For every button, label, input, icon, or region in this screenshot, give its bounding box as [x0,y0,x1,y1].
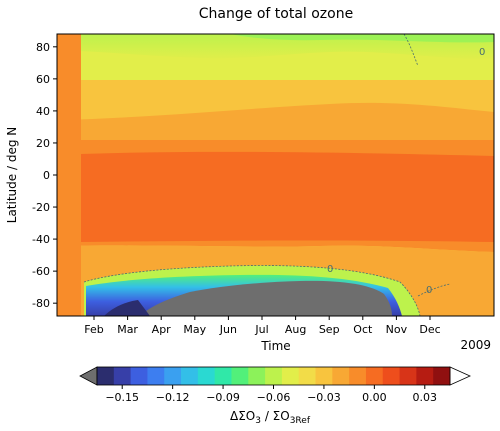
colorbar-tick-label: −0.06 [257,391,291,404]
colorbar-segment [399,367,417,385]
y-tick-label: 40 [36,105,50,118]
colorbar-segment [97,367,115,385]
y-tick-label: -60 [32,265,50,278]
x-tick-label: Oct [353,323,373,336]
below-minimum-region [140,280,392,316]
x-axis: Feb Mar Apr May Jun Jul Aug Sep Oct Nov Dec [84,316,441,336]
x-tick-label: May [183,323,206,336]
contour-label-late: 0 [426,285,432,296]
colorbar-segment [130,367,148,385]
colorbar-segment [416,367,434,385]
zero-contour-south [83,265,421,316]
colorbar-tick-label: 0.03 [413,391,438,404]
y-tick-label: -40 [32,233,50,246]
chart-title: Change of total ozone [199,6,353,22]
colorbar-segment [349,367,367,385]
colorbar-tick-label: −0.03 [307,391,341,404]
colorbar-segment [147,367,165,385]
colorbar-segment [248,367,266,385]
colorbar-segment [181,367,199,385]
colorbar-segment [231,367,249,385]
colorbar-segment [281,367,300,385]
band-subtropic-north [57,102,494,140]
colorbar-label-sub1: 3 [255,416,261,426]
x-tick-label: Jun [219,323,237,336]
x-tick-label: Jul [254,323,268,336]
x-tick-label: Feb [84,323,103,336]
year-label: 2009 [460,338,491,352]
x-tick-label: Sep [319,323,340,336]
colorbar-segment [382,367,400,385]
colorbar-segment [113,367,132,385]
zero-contour-north [403,34,419,67]
x-tick-label: Dec [419,323,440,336]
strip-january [57,34,81,316]
contour-label-south: 0 [327,264,333,275]
colorbar-tick-label: 0.00 [362,391,387,404]
colorbar-tick-label: −0.09 [206,391,240,404]
y-axis-label: Latitude / deg N [5,127,19,223]
contour-label-north: 0 [479,47,485,58]
heatmap-area: 0 0 0 [57,34,494,316]
colorbar-segment [298,367,316,385]
y-axis: 80 60 40 20 0 -20 -40 -60 -80 [32,41,57,310]
colorbar-over-arrow [449,366,471,386]
y-tick-label: -20 [32,201,50,214]
colorbar-label-main: ΔΣO [230,409,255,423]
y-tick-label: 80 [36,41,50,54]
zero-contour-late [417,283,451,297]
colorbar-label-sub2: 3Ref [290,416,311,426]
x-axis-label: Time [260,339,290,353]
colorbar-segment [265,367,283,385]
colorbar-segment [332,367,350,385]
band-arctic-low [57,34,494,60]
x-tick-label: Nov [386,323,408,336]
x-tick-label: Aug [285,323,306,336]
colorbar-segment [433,367,451,385]
x-tick-label: Mar [117,323,138,336]
colorbar-segment [365,367,384,385]
colorbar-tick-label: −0.12 [156,391,190,404]
y-tick-label: 60 [36,73,50,86]
y-tick-label: -80 [32,297,50,310]
colorbar-segment [214,367,232,385]
colorbar-under-arrow [79,366,98,386]
y-tick-label: 20 [36,137,50,150]
hole-core [104,300,150,316]
colorbar-label: ΔΣO3 / ΣO3Ref [230,409,311,426]
colorbar-tick-label: −0.15 [105,391,139,404]
band-tropics [80,151,494,242]
colorbar-segment [197,367,216,385]
colorbar-segment [315,367,333,385]
colorbar: −0.15 −0.12 −0.09 −0.06 −0.03 0.00 0.03 [79,366,471,404]
band-arctic-min [230,34,494,43]
colorbar-segment [164,367,182,385]
y-tick-label: 0 [43,169,50,182]
colorbar-label-mid: / ΣO [261,409,290,423]
x-tick-label: Apr [152,323,172,336]
